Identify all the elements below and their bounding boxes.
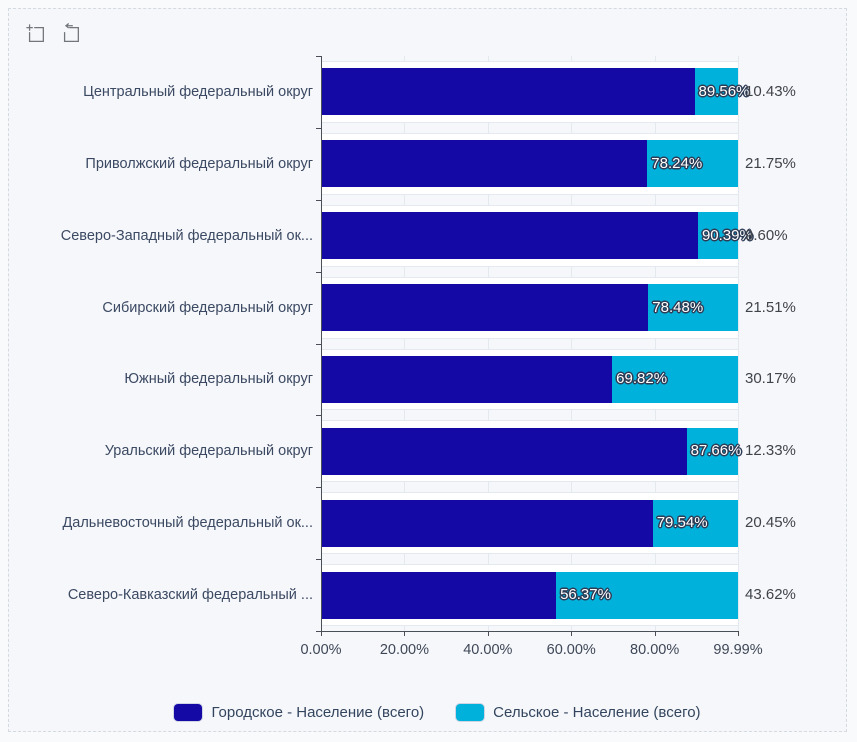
bar-rural[interactable] (652, 499, 738, 547)
data-label-urban: 89.56% (698, 82, 750, 100)
data-label-rural: 20.45% (745, 514, 796, 532)
x-axis-label: 60.00% (546, 642, 596, 658)
gridline-vertical (571, 56, 573, 631)
x-axis-tick (487, 631, 489, 636)
bar-urban[interactable] (321, 212, 698, 260)
legend-label: Сельское - Население (всего) (493, 703, 701, 721)
y-axis-tick (316, 559, 321, 561)
bar-urban[interactable] (321, 499, 653, 547)
gridline-vertical (738, 56, 739, 631)
y-axis-label: Центральный федеральный округ (83, 83, 313, 100)
x-axis-label: 40.00% (463, 642, 513, 658)
y-axis-label: Северо-Западный федеральный ок... (60, 227, 313, 244)
bar-rural[interactable] (647, 140, 738, 188)
x-axis-tick (571, 631, 573, 636)
y-axis-label: Сибирский федеральный округ (102, 299, 313, 316)
y-axis-tick (316, 487, 321, 489)
y-axis-tick (316, 127, 321, 129)
data-label-rural: 21.75% (745, 154, 796, 172)
zoom-reset-icon[interactable] (60, 22, 82, 45)
bar-rural[interactable] (697, 212, 738, 260)
legend-swatch-icon (456, 703, 485, 721)
bar-rural[interactable] (694, 68, 738, 116)
y-axis-tick (316, 415, 321, 417)
legend-item[interactable]: Городское - Население (всего) (174, 703, 425, 721)
data-label-urban: 56.37% (560, 586, 611, 604)
data-label-urban: 78.24% (651, 154, 703, 172)
data-label-rural: 12.33% (745, 442, 796, 460)
zoom-select-icon[interactable] (25, 23, 47, 45)
x-axis-label: 20.00% (379, 642, 429, 658)
data-label-rural: 30.17% (745, 370, 796, 388)
data-label-urban: 90.39% (701, 226, 753, 244)
bar-rural[interactable] (686, 427, 738, 475)
y-axis-label: Дальневосточный федеральный ок... (62, 515, 313, 532)
toolbox (25, 22, 82, 45)
data-label-rural: 9.60% (745, 226, 788, 244)
data-label-urban: 78.48% (652, 298, 704, 316)
y-axis-tick (316, 56, 321, 57)
data-label-urban: 69.82% (616, 370, 668, 388)
y-axis-tick (316, 199, 321, 201)
y-axis-label: Уральский федеральный округ (104, 443, 313, 460)
legend-item[interactable]: Сельское - Население (всего) (456, 703, 701, 721)
x-axis-label: 0.00% (300, 642, 342, 658)
data-label-rural: 10.43% (745, 82, 796, 100)
bar-urban[interactable] (321, 571, 557, 619)
x-axis-tick (404, 631, 406, 636)
bar-rural[interactable] (612, 355, 738, 403)
bar-urban[interactable] (321, 68, 695, 116)
data-label-rural: 21.51% (745, 298, 796, 316)
y-axis-tick (316, 271, 321, 273)
bar-rural[interactable] (648, 284, 738, 332)
data-label-rural: 43.62% (745, 586, 796, 604)
y-axis-label: Приволжский федеральный округ (85, 155, 313, 172)
bar-urban[interactable] (321, 427, 687, 475)
x-axis-tick (321, 631, 322, 636)
x-axis-label: 80.00% (630, 642, 680, 658)
y-axis-tick (316, 343, 321, 345)
x-axis-line (321, 631, 738, 632)
gridline-vertical (654, 56, 656, 631)
legend-swatch-icon (174, 703, 203, 721)
chart-card: Городское - Население (всего) Сельское - … (8, 8, 847, 732)
x-axis-tick (654, 631, 656, 636)
data-label-urban: 79.54% (656, 514, 708, 532)
y-axis-label: Южный федеральный округ (124, 371, 313, 388)
bar-urban[interactable] (321, 355, 613, 403)
bar-rural[interactable] (556, 571, 738, 619)
x-axis-tick (738, 631, 739, 636)
legend-label: Городское - Население (всего) (211, 703, 425, 721)
legend: Городское - Население (всего) Сельское - … (9, 697, 857, 727)
data-label-urban: 87.66% (690, 442, 742, 460)
gridline-vertical (487, 56, 489, 631)
gridline-vertical (404, 56, 406, 631)
bar-urban[interactable] (321, 140, 648, 188)
bar-urban[interactable] (321, 284, 649, 332)
x-axis-label: 99.99% (713, 642, 763, 658)
y-axis-line (321, 56, 322, 632)
y-axis-tick (316, 631, 321, 632)
y-axis-label: Северо-Кавказский федеральный ... (67, 587, 313, 604)
